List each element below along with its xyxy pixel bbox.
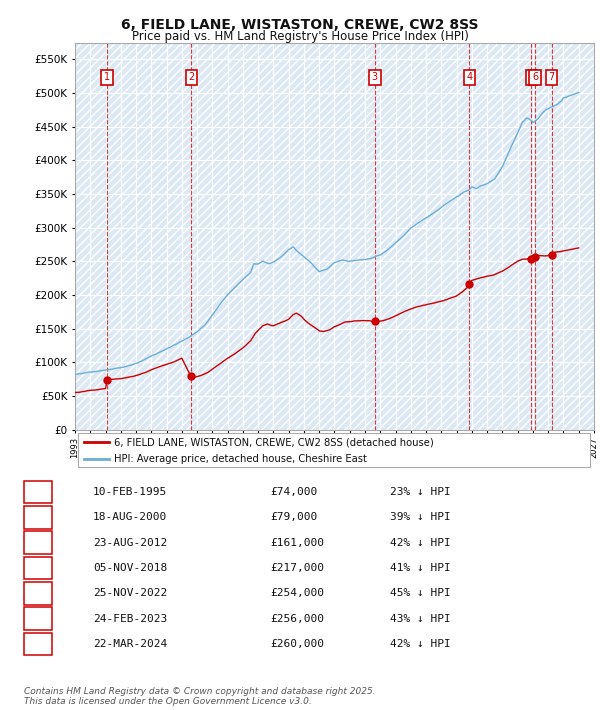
Text: 10-FEB-1995: 10-FEB-1995 [93, 487, 167, 497]
Text: Contains HM Land Registry data © Crown copyright and database right 2025.
This d: Contains HM Land Registry data © Crown c… [24, 687, 376, 706]
Text: £256,000: £256,000 [270, 613, 324, 623]
Text: 18-AUG-2000: 18-AUG-2000 [93, 513, 167, 523]
Text: 41% ↓ HPI: 41% ↓ HPI [390, 563, 451, 573]
Text: 6, FIELD LANE, WISTASTON, CREWE, CW2 8SS (detached house): 6, FIELD LANE, WISTASTON, CREWE, CW2 8SS… [114, 437, 434, 447]
Text: 4: 4 [29, 563, 37, 573]
Text: 6: 6 [532, 72, 538, 82]
Text: 6, FIELD LANE, WISTASTON, CREWE, CW2 8SS: 6, FIELD LANE, WISTASTON, CREWE, CW2 8SS [121, 18, 479, 32]
Text: £74,000: £74,000 [270, 487, 317, 497]
Text: 45% ↓ HPI: 45% ↓ HPI [390, 589, 451, 599]
Text: £254,000: £254,000 [270, 589, 324, 599]
Text: 25-NOV-2022: 25-NOV-2022 [93, 589, 167, 599]
Text: HPI: Average price, detached house, Cheshire East: HPI: Average price, detached house, Ches… [114, 454, 367, 464]
Text: 42% ↓ HPI: 42% ↓ HPI [390, 639, 451, 649]
Text: 1: 1 [29, 487, 37, 497]
Text: 3: 3 [29, 537, 37, 547]
Text: 5: 5 [29, 589, 37, 599]
Text: 23-AUG-2012: 23-AUG-2012 [93, 537, 167, 547]
Text: 2: 2 [188, 72, 194, 82]
Text: 39% ↓ HPI: 39% ↓ HPI [390, 513, 451, 523]
Text: 22-MAR-2024: 22-MAR-2024 [93, 639, 167, 649]
Text: £161,000: £161,000 [270, 537, 324, 547]
Text: £79,000: £79,000 [270, 513, 317, 523]
Text: 7: 7 [548, 72, 554, 82]
Text: 1: 1 [104, 72, 110, 82]
FancyBboxPatch shape [77, 433, 590, 467]
Text: 43% ↓ HPI: 43% ↓ HPI [390, 613, 451, 623]
Text: Price paid vs. HM Land Registry's House Price Index (HPI): Price paid vs. HM Land Registry's House … [131, 30, 469, 43]
Text: 24-FEB-2023: 24-FEB-2023 [93, 613, 167, 623]
Text: 2: 2 [29, 513, 37, 523]
Text: £217,000: £217,000 [270, 563, 324, 573]
Text: 4: 4 [466, 72, 473, 82]
Text: £260,000: £260,000 [270, 639, 324, 649]
Text: 23% ↓ HPI: 23% ↓ HPI [390, 487, 451, 497]
Text: 7: 7 [29, 639, 37, 649]
Text: 05-NOV-2018: 05-NOV-2018 [93, 563, 167, 573]
Text: 6: 6 [29, 613, 37, 623]
Text: 42% ↓ HPI: 42% ↓ HPI [390, 537, 451, 547]
Text: 5: 5 [528, 72, 535, 82]
Text: 3: 3 [372, 72, 378, 82]
